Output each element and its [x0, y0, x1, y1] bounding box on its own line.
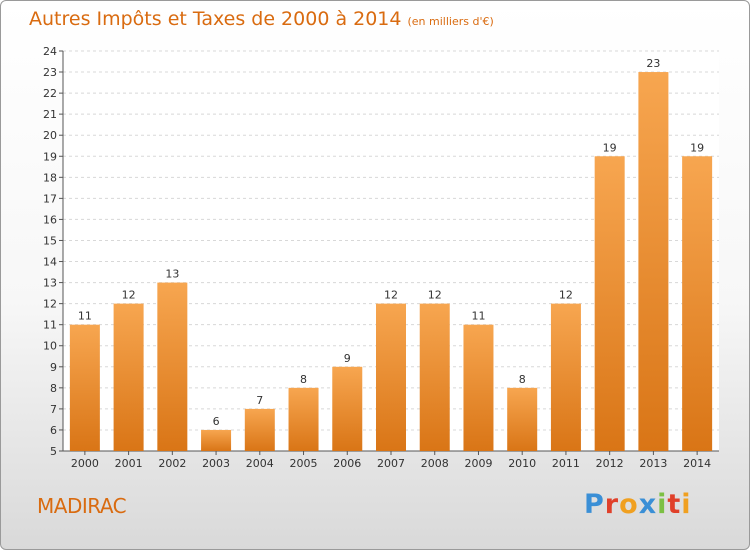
bar-2009: [463, 324, 494, 451]
y-tick-label: 13: [43, 277, 57, 290]
x-tick-label: 2000: [71, 457, 99, 470]
bar-2002: [157, 282, 188, 451]
data-label: 6: [213, 415, 220, 428]
bar-2008: [419, 303, 450, 451]
x-tick-label: 2008: [421, 457, 449, 470]
title-row: Autres Impôts et Taxes de 2000 à 2014 (en…: [29, 8, 494, 30]
bar-2004: [244, 408, 275, 451]
data-label: 8: [300, 373, 307, 386]
y-tick-label: 10: [43, 340, 57, 353]
y-tick-label: 11: [43, 319, 57, 332]
data-label: 19: [603, 141, 617, 154]
x-tick-label: 2002: [158, 457, 186, 470]
x-tick-label: 2003: [202, 457, 230, 470]
x-tick-label: 2005: [290, 457, 318, 470]
y-tick-label: 9: [50, 361, 57, 374]
x-tick-label: 2014: [683, 457, 711, 470]
x-tick-label: 2012: [596, 457, 624, 470]
x-tick-label: 2004: [246, 457, 274, 470]
y-tick-label: 21: [43, 108, 57, 121]
bar-2013: [638, 72, 669, 451]
bar-2010: [507, 387, 538, 451]
bar-2005: [288, 387, 319, 451]
data-label: 11: [471, 310, 485, 323]
y-tick-label: 24: [43, 45, 57, 58]
y-tick-label: 15: [43, 234, 57, 247]
y-tick-label: 14: [43, 256, 57, 269]
data-label: 7: [256, 394, 263, 407]
x-tick-label: 2010: [508, 457, 536, 470]
x-tick-label: 2011: [552, 457, 580, 470]
bar-2001: [113, 303, 144, 451]
bar-2014: [682, 156, 713, 451]
y-tick-label: 5: [50, 445, 57, 458]
y-tick-label: 17: [43, 192, 57, 205]
data-label: 13: [165, 268, 179, 281]
data-label: 12: [428, 289, 442, 302]
y-tick-label: 7: [50, 403, 57, 416]
data-label: 12: [384, 289, 398, 302]
y-tick-label: 8: [50, 382, 57, 395]
bar-2007: [376, 303, 406, 451]
data-label: 11: [78, 310, 92, 323]
brand-logo: Proxiti: [584, 489, 692, 520]
y-tick-label: 20: [43, 129, 57, 142]
x-tick-label: 2009: [464, 457, 492, 470]
x-tick-label: 2007: [377, 457, 405, 470]
y-tick-label: 6: [50, 424, 57, 437]
bar-2011: [550, 303, 581, 451]
y-tick-label: 22: [43, 87, 57, 100]
data-label: 19: [690, 141, 704, 154]
data-label: 23: [646, 57, 660, 70]
chart-title: Autres Impôts et Taxes de 2000 à 2014: [29, 8, 402, 30]
y-tick-label: 12: [43, 298, 57, 311]
data-label: 12: [122, 289, 136, 302]
town-name: MADIRAC: [37, 494, 127, 518]
y-tick-label: 16: [43, 213, 57, 226]
bar-2012: [594, 156, 625, 451]
x-tick-label: 2013: [639, 457, 667, 470]
y-tick-label: 19: [43, 150, 57, 163]
y-tick-label: 18: [43, 171, 57, 184]
bar-2003: [201, 429, 232, 451]
chart-subtitle: (en milliers d'€): [407, 15, 494, 28]
data-label: 12: [559, 289, 573, 302]
bar-2006: [332, 366, 363, 451]
data-label: 8: [519, 373, 526, 386]
data-label: 9: [344, 352, 351, 365]
x-tick-label: 2006: [333, 457, 361, 470]
bar-2000: [69, 324, 100, 451]
y-tick-label: 23: [43, 66, 57, 79]
x-tick-label: 2001: [115, 457, 143, 470]
